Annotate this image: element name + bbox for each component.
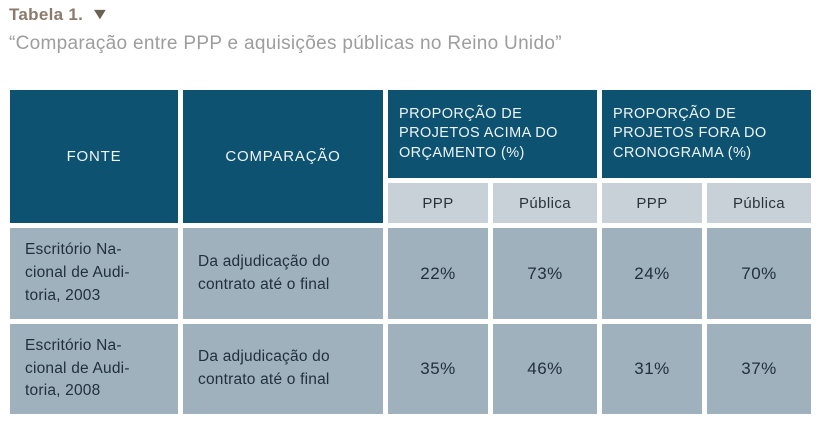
row2-comparacao-cell: Da adjudicação do contrato até o final — [183, 324, 383, 414]
row2-value-ppp-cronograma: 31% — [602, 324, 702, 414]
subheader-ppp-cronograma: PPP — [602, 183, 702, 223]
row1-value-ppp-cronograma: 24% — [602, 228, 702, 319]
row2-value-ppp-orcamento: 35% — [388, 324, 488, 414]
row2-value-publica-cronograma: 37% — [707, 324, 811, 414]
row1-fonte-cell: Escritório Na- cional de Audi- toria, 20… — [10, 228, 178, 319]
col-header-fonte: FONTE — [10, 90, 178, 223]
row1-value-publica-cronograma: 70% — [707, 228, 811, 319]
subheader-ppp-orcamento: PPP — [388, 183, 488, 223]
subheader-publica-cronograma: Pública — [707, 183, 811, 223]
row2-fonte-cell: Escritório Na- cional de Audi- toria, 20… — [10, 324, 178, 414]
row1-value-ppp-orcamento: 22% — [388, 228, 488, 319]
row1-value-publica-orcamento: 73% — [493, 228, 597, 319]
caret-down-icon: ▼ — [90, 6, 111, 23]
table-subtitle: “Comparação entre PPP e aquisições públi… — [9, 33, 562, 54]
col-header-comparacao: COMPARAÇÃO — [183, 90, 383, 223]
row1-comparacao-cell: Da adjudicação do contrato até o final — [183, 228, 383, 319]
col-group-header-cronograma: PROPORÇÃO DE PROJETOS FORA DO CRONOGRAMA… — [602, 90, 811, 178]
col-group-header-orcamento: PROPORÇÃO DE PROJETOS ACIMA DO ORÇAMENTO… — [388, 90, 597, 178]
row2-value-publica-orcamento: 46% — [493, 324, 597, 414]
table-title-row: Tabela 1. ▼ — [9, 5, 111, 25]
comparison-table: FONTE COMPARAÇÃO PROPORÇÃO DE PROJETOS A… — [10, 90, 811, 414]
table-title: Tabela 1. — [9, 5, 84, 24]
subheader-publica-orcamento: Pública — [493, 183, 597, 223]
